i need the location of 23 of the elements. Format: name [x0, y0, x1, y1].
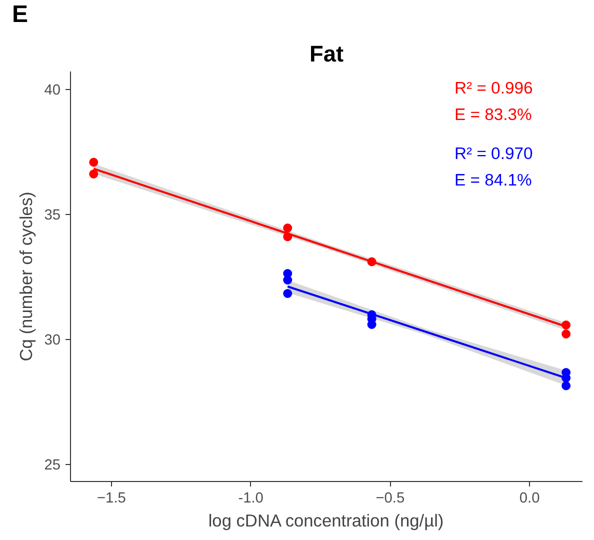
chart-title: Fat: [310, 40, 344, 66]
y-axis-title: Cq (number of cycles): [16, 192, 36, 362]
annotation: R² = 0.970: [454, 144, 533, 163]
y-tick-label: 35: [44, 208, 61, 224]
x-axis-title: log cDNA concentration (ng/µl): [208, 510, 444, 530]
annotation: E = 84.1%: [454, 170, 532, 190]
x-tick-label: −0.5: [376, 490, 405, 506]
annotation: E = 83.3%: [454, 105, 532, 124]
annotation: R² = 0.996: [454, 78, 533, 98]
point: [283, 276, 292, 284]
point: [89, 170, 98, 178]
y-tick-label: 30: [44, 332, 61, 348]
y-tick-label: 40: [44, 82, 61, 98]
x-tick-label: −1.5: [97, 490, 126, 506]
y-tick-label: 25: [44, 458, 61, 474]
point: [562, 330, 571, 338]
point: [283, 224, 292, 232]
x-tick-label: 0.0: [519, 490, 540, 506]
x-tick-label: -1.0: [238, 490, 264, 506]
point: [89, 158, 98, 167]
point: [283, 289, 292, 298]
point: [562, 381, 571, 390]
text: E: [12, 1, 28, 28]
